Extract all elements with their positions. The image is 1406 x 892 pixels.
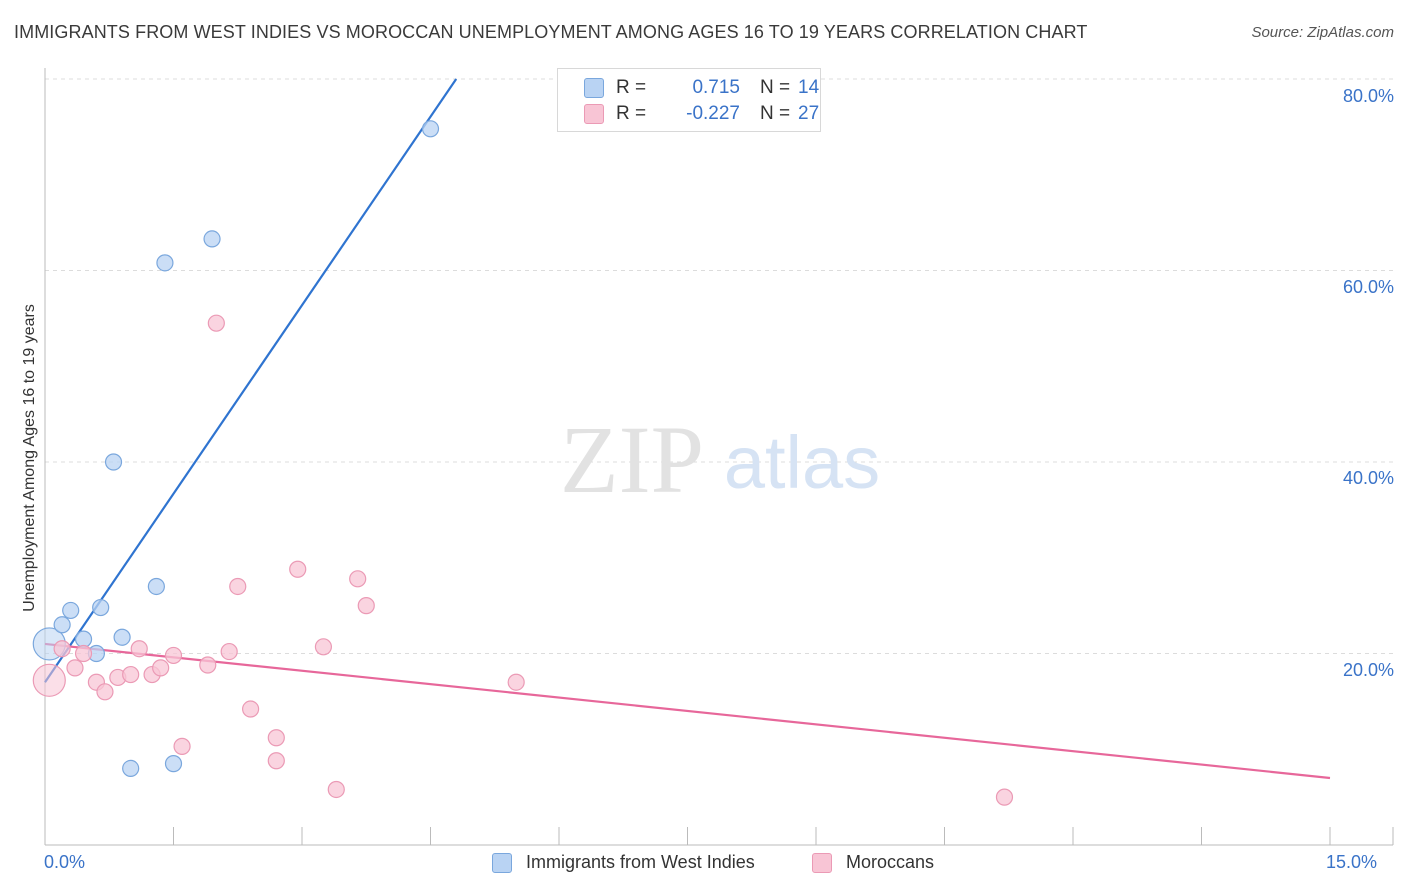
trendline-moroccans — [44, 642, 1331, 780]
moroccans-point — [267, 729, 285, 747]
correlation-legend: R = 0.715 N = 14 R = -0.227 N = 27 — [557, 68, 821, 132]
moroccans-point — [314, 638, 333, 656]
y-tick-label: 80.0% — [1342, 86, 1394, 106]
moroccans-point — [357, 597, 375, 615]
legend-label: Moroccans — [846, 852, 935, 872]
west-indies-point — [421, 120, 440, 138]
chart-title: IMMIGRANTS FROM WEST INDIES VS MOROCCAN … — [14, 22, 1088, 42]
y-tick-label: 60.0% — [1342, 277, 1394, 297]
moroccans-point — [74, 644, 93, 663]
legend-r-value: 0.715 — [692, 77, 740, 98]
moroccans-point — [164, 646, 183, 665]
west-indies-point — [122, 759, 140, 778]
moroccans-point — [173, 737, 191, 755]
moroccans-point — [207, 314, 225, 332]
moroccans-point — [96, 683, 114, 701]
legend-n-label: N = — [760, 103, 791, 124]
moroccans-point — [66, 659, 84, 677]
trendline-blue — [44, 78, 458, 683]
west-indies-point — [62, 601, 80, 620]
moroccans-point — [289, 560, 307, 578]
moroccans-point — [122, 665, 140, 684]
y-tick-label: 40.0% — [1342, 468, 1394, 488]
west-indies-point — [53, 616, 71, 634]
axes — [44, 68, 1394, 846]
legend-r-value: -0.227 — [686, 103, 740, 124]
legend-label: Immigrants from West Indies — [526, 852, 755, 872]
moroccans-point — [32, 663, 66, 697]
legend-n-label: N = — [760, 77, 791, 98]
watermark-zip: ZIP — [560, 406, 704, 513]
moroccans-point — [199, 656, 217, 674]
legend-n-value: 27 — [798, 103, 820, 124]
legend-swatch-blue — [492, 853, 512, 873]
moroccans-point — [53, 640, 71, 658]
legend-swatch-pink — [584, 104, 604, 124]
x-min-label: 0.0% — [44, 852, 86, 872]
moroccans-point — [152, 659, 170, 677]
moroccans-point — [995, 788, 1014, 806]
moroccans-point — [130, 640, 148, 658]
legend-n-value: 14 — [798, 77, 820, 98]
west-indies-point — [147, 577, 165, 596]
legend-r-label: R = — [616, 77, 647, 98]
moroccans-point — [267, 752, 285, 770]
west-indies-point — [164, 755, 183, 773]
watermark-atlas: atlas — [724, 421, 880, 504]
west-indies-point — [113, 628, 131, 646]
source-label: Source: ZipAtlas.com — [1251, 24, 1394, 41]
y-axis-label: Unemployment Among Ages 16 to 19 years — [21, 304, 38, 612]
trendline-pink — [44, 642, 1331, 780]
west-indies-point — [92, 598, 110, 617]
west-indies-point — [104, 453, 123, 471]
x-max-label: 15.0% — [1326, 852, 1378, 872]
moroccans-point — [242, 700, 260, 718]
moroccans-point — [220, 642, 238, 661]
moroccans-point — [507, 673, 525, 691]
trendline-west-indies — [44, 78, 458, 683]
west-indies-point — [156, 254, 174, 272]
moroccans-point — [327, 780, 345, 799]
legend-swatch-blue — [584, 78, 604, 98]
moroccans-point — [349, 570, 367, 588]
legend-swatch-pink — [812, 853, 832, 873]
west-indies-point — [203, 230, 221, 248]
legend-r-label: R = — [616, 103, 647, 124]
gridlines — [45, 78, 1393, 654]
moroccans-point — [229, 577, 247, 596]
west-indies-point — [74, 630, 93, 648]
y-tick-label: 20.0% — [1342, 660, 1394, 680]
points-moroccans — [32, 314, 1014, 806]
